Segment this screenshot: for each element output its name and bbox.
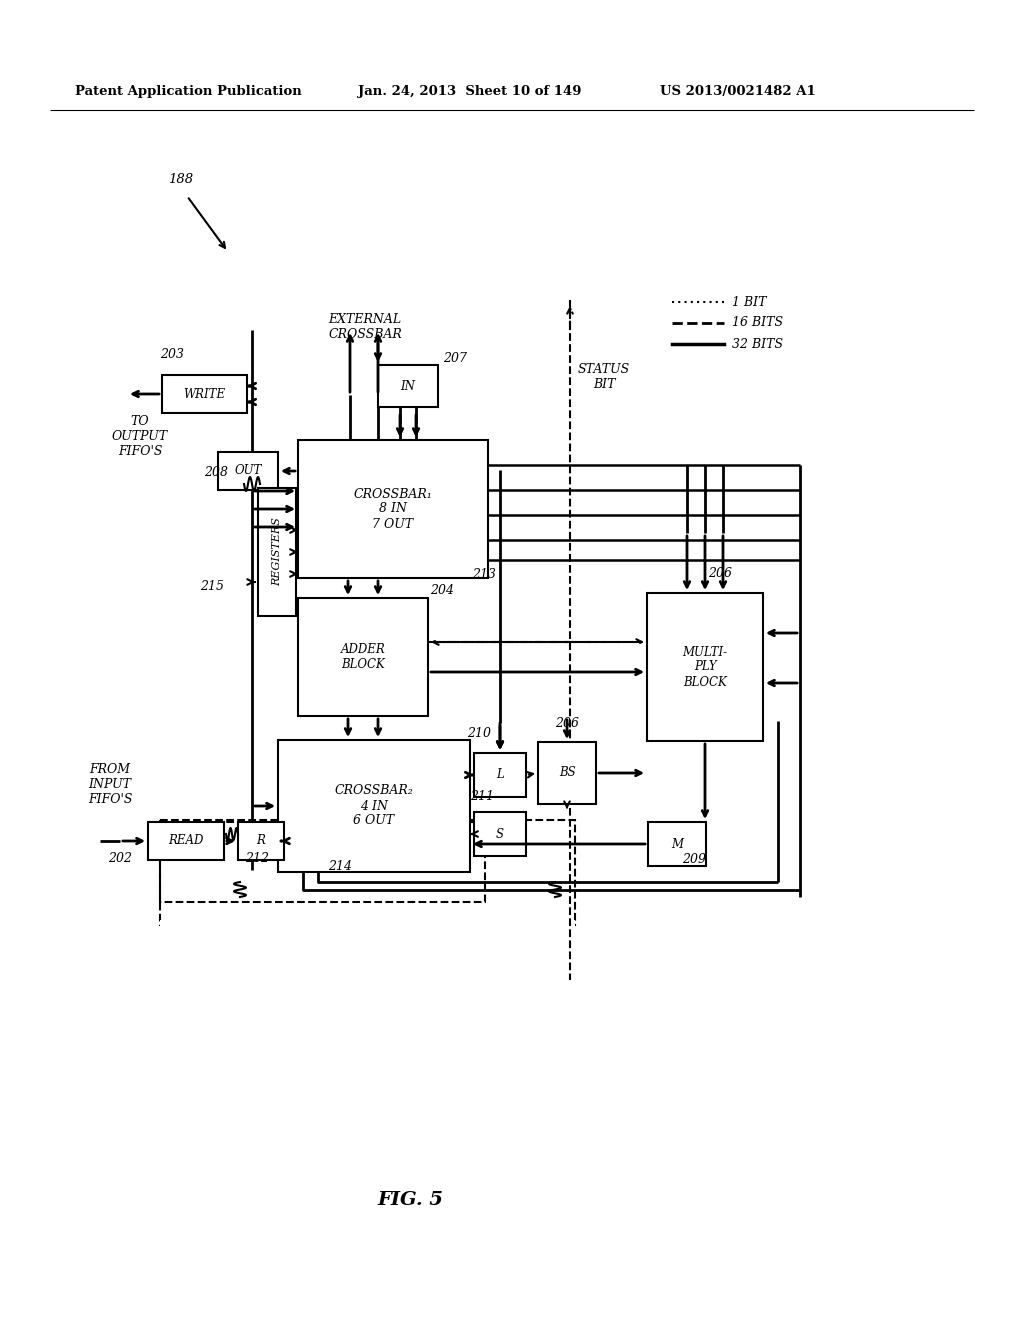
Text: TO
OUTPUT
FIFO'S: TO OUTPUT FIFO'S — [112, 414, 168, 458]
Bar — [298, 440, 488, 578]
Text: MULTI-
PLY
BLOCK: MULTI- PLY BLOCK — [682, 645, 728, 689]
Bar — [148, 822, 224, 861]
Text: Jan. 24, 2013  Sheet 10 of 149: Jan. 24, 2013 Sheet 10 of 149 — [358, 86, 582, 99]
Text: 202: 202 — [108, 851, 132, 865]
Text: CROSSBAR₂
4 IN
6 OUT: CROSSBAR₂ 4 IN 6 OUT — [335, 784, 414, 828]
Text: L: L — [496, 768, 504, 781]
Text: 32 BITS: 32 BITS — [732, 338, 783, 351]
Text: 215: 215 — [200, 579, 224, 593]
Text: 16 BITS: 16 BITS — [732, 317, 783, 330]
Bar — [238, 822, 284, 861]
Text: READ: READ — [168, 834, 204, 847]
Bar — [160, 820, 575, 925]
Text: 212: 212 — [245, 851, 269, 865]
Bar — [647, 593, 763, 741]
Text: 1 BIT: 1 BIT — [732, 296, 767, 309]
Text: IN: IN — [400, 380, 416, 392]
Bar — [538, 742, 596, 804]
Bar — [474, 812, 526, 855]
Text: 214: 214 — [328, 861, 352, 873]
Text: US 2013/0021482 A1: US 2013/0021482 A1 — [660, 86, 816, 99]
Text: ADDER
BLOCK: ADDER BLOCK — [341, 643, 385, 671]
Text: Patent Application Publication: Patent Application Publication — [75, 86, 302, 99]
Bar — [218, 451, 278, 490]
Bar — [378, 366, 438, 407]
Text: OUT: OUT — [234, 465, 262, 478]
Text: FROM
INPUT
FIFO'S: FROM INPUT FIFO'S — [88, 763, 132, 807]
Text: 208: 208 — [204, 466, 228, 479]
Text: CROSSBAR₁
8 IN
7 OUT: CROSSBAR₁ 8 IN 7 OUT — [353, 487, 432, 531]
Text: 203: 203 — [160, 348, 184, 360]
Text: 213: 213 — [472, 568, 496, 581]
Bar — [258, 488, 296, 616]
Text: 204: 204 — [430, 583, 454, 597]
Text: 211: 211 — [470, 789, 494, 803]
Text: BS: BS — [559, 767, 575, 780]
Text: FIG. 5: FIG. 5 — [377, 1191, 443, 1209]
Text: 206: 206 — [708, 568, 732, 579]
Bar — [648, 822, 706, 866]
Text: EXTERNAL
CROSSBAR: EXTERNAL CROSSBAR — [328, 313, 401, 341]
Bar — [162, 375, 247, 413]
Text: REGISTERS: REGISTERS — [272, 517, 282, 586]
Text: WRITE: WRITE — [183, 388, 225, 400]
Bar — [278, 741, 470, 873]
Text: 188: 188 — [168, 173, 194, 186]
Bar — [160, 822, 485, 902]
Bar — [474, 752, 526, 797]
Text: R: R — [257, 834, 265, 847]
Text: 206: 206 — [555, 717, 579, 730]
Text: 209: 209 — [682, 853, 706, 866]
Bar — [298, 598, 428, 715]
Bar — [160, 920, 575, 950]
Text: S: S — [496, 828, 504, 841]
Text: 207: 207 — [443, 352, 467, 366]
Text: 210: 210 — [467, 727, 490, 741]
Text: STATUS
BIT: STATUS BIT — [578, 363, 630, 391]
Text: M: M — [671, 837, 683, 850]
